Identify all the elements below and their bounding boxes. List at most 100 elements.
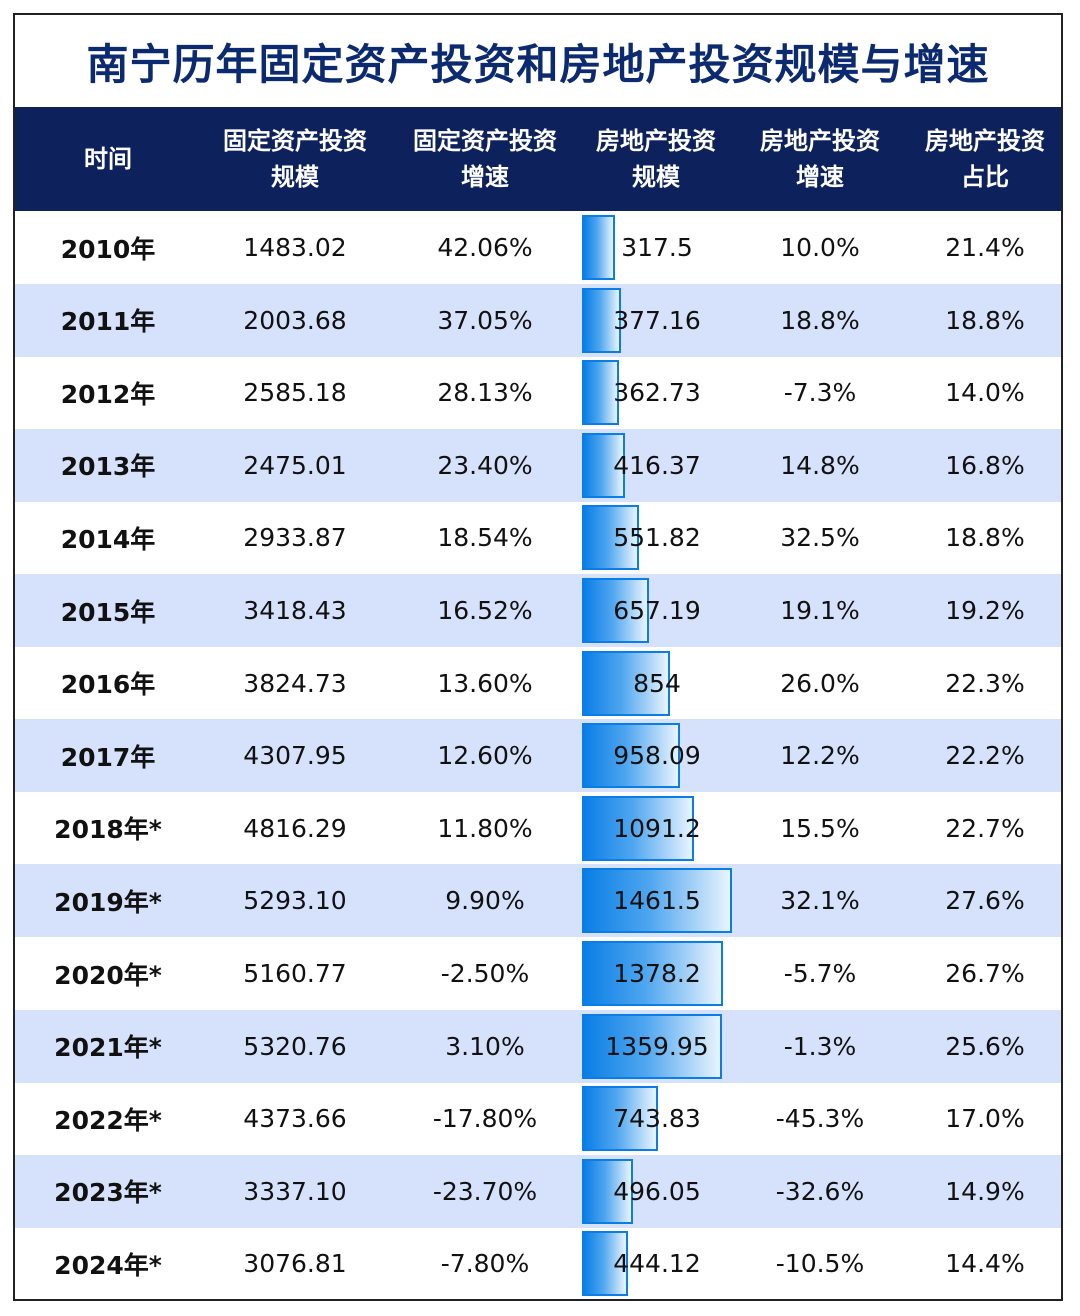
cell-year: 2011年: [60, 307, 156, 337]
cell-re-growth: -10.5%: [775, 1249, 865, 1279]
cell-re-share: 25.6%: [945, 1031, 1025, 1061]
table-row: 1378.2 2020年* 5160.77 -2.50% -5.7% 26.7%: [15, 937, 1061, 1010]
cell-fa-growth: 28.13%: [437, 378, 533, 408]
cell-re-scale: 377.16: [613, 305, 701, 335]
cell-re-growth: 26.0%: [780, 668, 860, 698]
databar: [582, 941, 724, 1006]
cell-re-scale: 743.83: [613, 1104, 701, 1134]
cell-fa-growth: 23.40%: [437, 450, 533, 480]
cell-re-share: 18.8%: [945, 523, 1025, 553]
table-row: 551.82 2014年 2933.87 18.54% 32.5% 18.8%: [15, 501, 1061, 574]
cell-re-share: 14.9%: [945, 1176, 1025, 1206]
table-row: 1461.5 2019年* 5293.10 9.90% 32.1% 27.6%: [15, 864, 1061, 938]
header-re-share: 房地产投资 占比: [925, 127, 1045, 191]
cell-fa-scale: 1483.02: [243, 233, 347, 262]
cell-re-share: 19.2%: [945, 596, 1025, 625]
cell-re-share: 21.4%: [945, 233, 1025, 262]
table-row: 743.83 2022年* 4373.66 -17.80% -45.3% 17.0%: [15, 1082, 1061, 1155]
cell-re-share: 27.6%: [945, 886, 1025, 916]
table-row: 1359.95 2021年* 5320.76 3.10% -1.3% 25.6%: [15, 1009, 1061, 1083]
cell-year: 2018年*: [54, 815, 162, 845]
cell-fa-scale: 2475.01: [243, 450, 347, 480]
cell-fa-growth: 42.06%: [437, 233, 533, 262]
table-row: 657.19 2015年 3418.43 16.52% 19.1% 19.2%: [15, 574, 1061, 647]
cell-re-scale: 657.19: [613, 596, 701, 625]
cell-fa-scale: 5160.77: [243, 959, 347, 988]
cell-fa-growth: 9.90%: [445, 886, 525, 916]
cell-fa-scale: 3337.10: [243, 1176, 347, 1206]
cell-re-scale: 854: [633, 668, 681, 698]
cell-re-growth: 19.1%: [780, 596, 860, 625]
cell-re-growth: 10.0%: [780, 233, 860, 262]
cell-fa-growth: -7.80%: [440, 1249, 530, 1279]
header-year: 时间: [84, 145, 132, 173]
cell-year: 2017年: [60, 742, 156, 772]
databar: [582, 723, 681, 789]
cell-re-scale: 416.37: [613, 450, 701, 480]
cell-fa-growth: 13.60%: [437, 668, 533, 698]
cell-fa-growth: 12.60%: [437, 741, 533, 771]
cell-re-share: 26.7%: [945, 959, 1025, 988]
table-row: 317.5 2010年 1483.02 42.06% 10.0% 21.4%: [15, 211, 1061, 284]
cell-re-growth: -45.3%: [775, 1104, 865, 1134]
cell-fa-scale: 4816.29: [243, 813, 347, 843]
cell-re-scale: 551.82: [613, 523, 701, 553]
cell-re-scale: 362.73: [613, 378, 701, 408]
cell-fa-growth: 3.10%: [445, 1031, 525, 1061]
cell-re-growth: 15.5%: [780, 813, 860, 843]
cell-fa-growth: 18.54%: [437, 523, 533, 553]
table-row: 1091.2 2018年* 4816.29 11.80% 15.5% 22.7%: [15, 792, 1061, 865]
cell-year: 2019年*: [54, 887, 162, 917]
cell-re-growth: 18.8%: [780, 305, 860, 335]
cell-fa-growth: -17.80%: [432, 1104, 538, 1134]
table-row: 416.37 2013年 2475.01 23.40% 14.8% 16.8%: [15, 428, 1061, 502]
databar: [582, 215, 615, 280]
cell-re-share: 18.8%: [945, 305, 1025, 335]
databar: [582, 1158, 633, 1224]
cell-re-share: 14.0%: [945, 378, 1025, 408]
cell-fa-scale: 3824.73: [243, 668, 347, 698]
databar: [582, 287, 621, 353]
databar: [582, 578, 650, 643]
cell-re-growth: -32.6%: [775, 1176, 865, 1206]
cell-re-growth: -1.3%: [783, 1031, 857, 1061]
cell-re-growth: -7.3%: [783, 378, 857, 408]
cell-re-share: 22.7%: [945, 813, 1025, 843]
table-row: 958.09 2017年 4307.95 12.60% 12.2% 22.2%: [15, 719, 1061, 793]
cell-fa-scale: 4307.95: [243, 741, 347, 771]
cell-year: 2014年: [60, 524, 156, 554]
cell-year: 2023年*: [54, 1178, 162, 1208]
cell-year: 2010年: [60, 234, 156, 264]
cell-fa-growth: 11.80%: [437, 813, 533, 843]
cell-fa-scale: 2933.87: [243, 523, 347, 553]
databar: [582, 505, 639, 571]
databar: [582, 1231, 628, 1297]
databar: [582, 795, 694, 861]
cell-fa-scale: 4373.66: [243, 1104, 347, 1134]
cell-re-scale: 1091.2: [613, 813, 701, 843]
header-fa-growth: 固定资产投资 增速: [413, 127, 557, 191]
cell-fa-scale: 3418.43: [243, 596, 347, 625]
cell-year: 2013年: [60, 452, 156, 482]
cell-year: 2022年*: [54, 1105, 162, 1135]
cell-re-share: 16.8%: [945, 450, 1025, 480]
cell-fa-scale: 2003.68: [243, 305, 347, 335]
cell-re-scale: 958.09: [613, 741, 701, 771]
cell-re-scale: 1378.2: [613, 959, 701, 988]
databar: [582, 360, 620, 426]
cell-re-scale: 317.5: [621, 233, 693, 262]
cell-re-share: 14.4%: [945, 1249, 1025, 1279]
table-row: 444.12 2024年* 3076.81 -7.80% -10.5% 14.4%: [15, 1227, 1061, 1299]
cell-year: 2024年*: [54, 1250, 162, 1280]
cell-re-share: 17.0%: [945, 1104, 1025, 1134]
cell-re-growth: 12.2%: [780, 741, 860, 771]
cell-re-scale: 496.05: [613, 1176, 701, 1206]
cell-year: 2016年: [60, 670, 156, 700]
cell-fa-scale: 3076.81: [243, 1249, 347, 1279]
cell-fa-growth: 37.05%: [437, 305, 533, 335]
header-fa-scale: 固定资产投资 规模: [223, 127, 367, 191]
cell-fa-growth: 16.52%: [437, 596, 533, 625]
cell-fa-growth: -2.50%: [440, 959, 530, 988]
cell-fa-scale: 5320.76: [243, 1031, 347, 1061]
cell-re-scale: 1461.5: [613, 886, 701, 916]
